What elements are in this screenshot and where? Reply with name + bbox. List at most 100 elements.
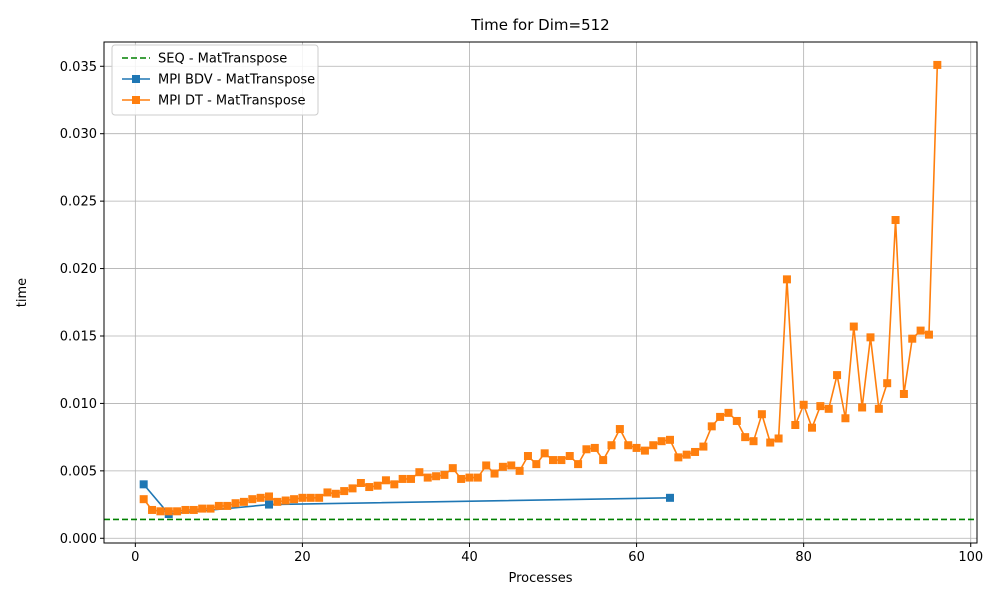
legend-label: MPI DT - MatTranspose: [158, 94, 306, 109]
y-axis-label: time: [15, 278, 30, 307]
data-point: [206, 504, 215, 513]
data-point: [281, 496, 290, 505]
data-point: [156, 507, 165, 516]
x-tick-label: 60: [628, 550, 645, 565]
data-point: [808, 423, 817, 432]
chart-title: Time for Dim=512: [470, 16, 609, 34]
data-point: [782, 275, 791, 284]
data-point: [574, 460, 583, 469]
data-point: [657, 437, 666, 446]
data-point: [498, 462, 507, 471]
data-point: [908, 334, 917, 343]
data-point: [264, 492, 273, 501]
y-tick-label: 0.030: [60, 127, 97, 142]
data-point: [691, 447, 700, 456]
data-point: [632, 443, 641, 452]
data-point: [774, 434, 783, 443]
x-tick-label: 0: [131, 550, 139, 565]
data-point: [557, 456, 566, 465]
data-point: [507, 461, 516, 470]
data-point: [490, 469, 499, 478]
data-point: [607, 441, 616, 450]
y-tick-label: 0.015: [60, 329, 97, 344]
plot-area: [104, 60, 977, 521]
data-point: [248, 495, 257, 504]
x-tick-label: 20: [294, 550, 311, 565]
data-point: [665, 435, 674, 444]
data-point: [164, 507, 173, 516]
y-tick-label: 0.000: [60, 532, 97, 547]
legend: SEQ - MatTranspose MPI BDV - MatTranspose…: [111, 44, 319, 116]
data-point: [532, 460, 541, 469]
data-point: [866, 333, 875, 342]
legend-marker: [132, 96, 140, 104]
data-point: [924, 330, 933, 339]
data-point: [415, 468, 424, 477]
data-point: [540, 449, 549, 458]
legend-box: [111, 44, 319, 116]
x-tick-label: 100: [958, 550, 983, 565]
y-tick-label: 0.020: [60, 262, 97, 277]
y-tick-label: 0.035: [60, 60, 97, 75]
data-point: [290, 495, 299, 504]
data-point: [749, 437, 758, 446]
data-point: [682, 450, 691, 459]
data-point: [423, 473, 432, 482]
data-point: [440, 470, 449, 479]
data-point: [482, 461, 491, 470]
data-point: [298, 493, 307, 502]
data-point: [599, 456, 608, 465]
x-tick-label: 40: [461, 550, 478, 565]
data-point: [214, 501, 223, 510]
data-point: [523, 452, 532, 461]
data-point: [381, 476, 390, 485]
data-point: [899, 389, 908, 398]
data-point: [373, 481, 382, 490]
data-point: [365, 483, 374, 492]
x-axis-label: Processes: [508, 571, 572, 586]
data-point: [883, 379, 892, 388]
data-point: [273, 497, 282, 506]
data-point: [223, 501, 232, 510]
data-point: [841, 414, 850, 423]
series-2: [139, 60, 942, 516]
legend-item: SEQ - MatTranspose: [122, 52, 287, 67]
data-point: [640, 446, 649, 455]
legend-item: MPI DT - MatTranspose: [122, 94, 306, 109]
data-point: [565, 452, 574, 461]
data-point: [624, 441, 633, 450]
y-tick-label: 0.025: [60, 195, 97, 210]
data-point: [264, 500, 273, 509]
data-point: [674, 453, 683, 462]
data-point: [874, 404, 883, 413]
data-point: [231, 499, 240, 508]
data-point: [916, 326, 925, 335]
data-point: [933, 60, 942, 69]
data-point: [665, 493, 674, 502]
data-point: [448, 464, 457, 473]
legend-label: MPI BDV - MatTranspose: [158, 73, 315, 88]
data-point: [891, 216, 900, 225]
x-tick-label: 80: [795, 550, 812, 565]
data-point: [340, 487, 349, 496]
data-point: [590, 443, 599, 452]
data-point: [799, 400, 808, 409]
data-point: [306, 493, 315, 502]
data-point: [198, 504, 207, 513]
data-point: [390, 480, 399, 489]
data-point: [757, 410, 766, 419]
data-point: [707, 422, 716, 431]
legend-marker: [132, 75, 140, 83]
data-point: [356, 478, 365, 487]
data-point: [173, 507, 182, 516]
data-point: [716, 412, 725, 421]
data-point: [331, 489, 340, 498]
data-point: [239, 497, 248, 506]
y-tick-label: 0.005: [60, 464, 97, 479]
data-point: [858, 403, 867, 412]
data-point: [139, 480, 148, 489]
axes-frame: [103, 41, 978, 544]
data-point: [189, 505, 198, 514]
data-point: [398, 474, 407, 483]
